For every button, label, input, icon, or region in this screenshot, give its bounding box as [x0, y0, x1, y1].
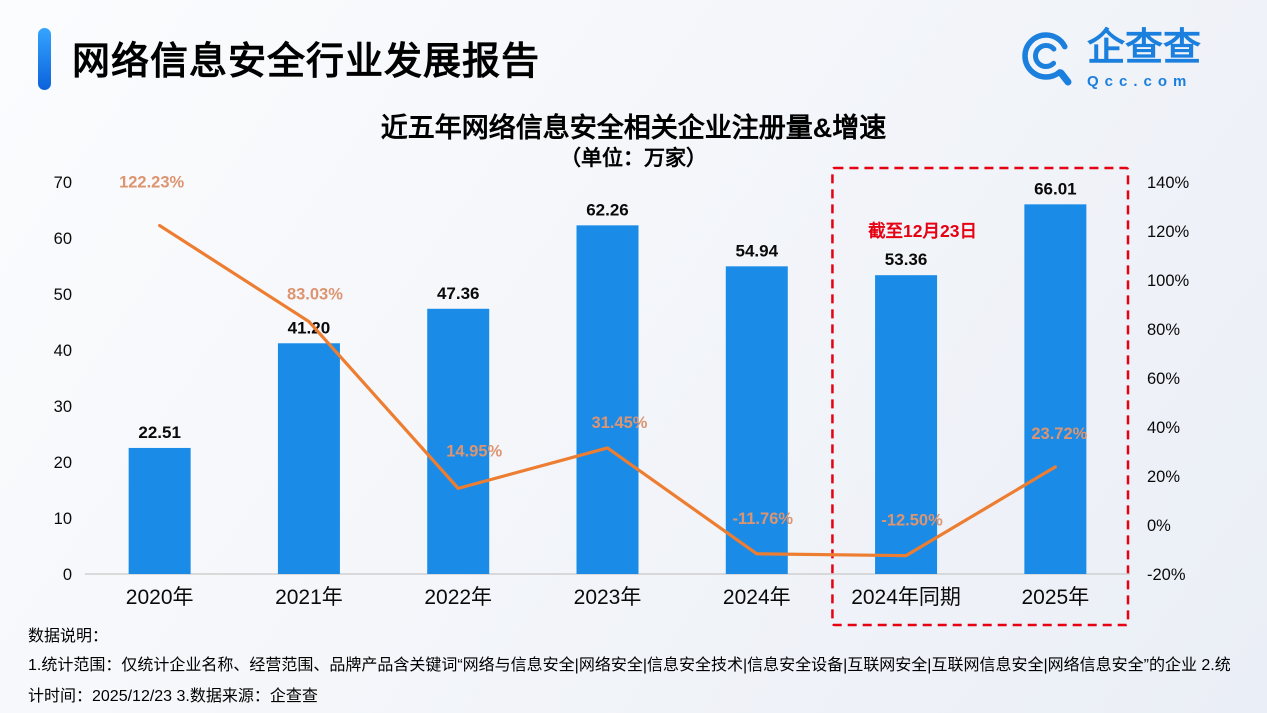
right-axis-tick: 60% — [1147, 370, 1180, 388]
bar-2025年 — [1024, 204, 1087, 574]
bar-line-chart: 截至12月23日 0 10 20 30 40 50 60 70 -20% 0% 20% 40% 60% 80… — [54, 166, 1190, 627]
growth-label: -12.50% — [881, 512, 943, 530]
right-axis-tick: 140% — [1147, 174, 1190, 192]
x-axis-label: 2023年 — [574, 586, 642, 609]
bar-2023年 — [576, 225, 639, 574]
growth-label: 14.95% — [446, 442, 502, 460]
growth-label: 31.45% — [592, 414, 648, 432]
bar-value-label: 54.94 — [736, 241, 779, 260]
logo-name: 企查查 — [1086, 27, 1201, 69]
bar-value-label: 47.36 — [437, 284, 480, 303]
logo-domain: Qcc.com — [1086, 72, 1193, 90]
page-title: 网络信息安全行业发展报告 — [72, 41, 541, 83]
right-axis-tick: 40% — [1147, 419, 1180, 437]
left-axis-tick: 0 — [63, 566, 72, 584]
x-axis-label: 2020年 — [126, 586, 194, 609]
qcc-logo: 企查查 Qcc.com — [1017, 27, 1201, 90]
right-axis-tick: 0% — [1147, 517, 1171, 535]
title-accent-bar — [38, 28, 51, 90]
left-axis-tick: 20 — [54, 454, 72, 472]
growth-label: 122.23% — [119, 174, 184, 192]
right-axis-tick: 100% — [1147, 272, 1190, 290]
bar-2024年 — [725, 266, 788, 574]
x-axis-label: 2024年同期 — [851, 586, 961, 609]
x-axis-label: 2025年 — [1021, 586, 1089, 609]
bar-value-label: 53.36 — [885, 250, 928, 269]
right-axis-tick: 80% — [1147, 321, 1180, 339]
qcc-logo-icon — [1022, 32, 1072, 86]
right-axis-tick: 120% — [1147, 223, 1190, 241]
x-axis-label: 2024年 — [723, 586, 791, 609]
bar-2020年 — [128, 447, 191, 574]
right-axis-tick: -20% — [1147, 566, 1186, 584]
chart-subtitle: （单位：万家） — [560, 147, 707, 170]
bar-2022年 — [427, 308, 490, 574]
bar-value-label: 66.01 — [1034, 179, 1077, 198]
growth-label: -11.76% — [733, 510, 794, 528]
logo-text: 企查查 Qcc.com — [1086, 27, 1201, 90]
left-axis-tick: 50 — [54, 286, 72, 304]
right-axis-tick: 20% — [1147, 468, 1180, 486]
annotation-date: 截至12月23日 — [868, 221, 977, 241]
left-axis-tick: 70 — [54, 174, 72, 192]
bar-value-label: 22.51 — [138, 423, 181, 442]
chart-title: 近五年网络信息安全相关企业注册量&增速 — [380, 113, 887, 143]
x-axis-label: 2022年 — [424, 586, 492, 609]
x-axis-label: 2021年 — [275, 586, 343, 609]
growth-label: 83.03% — [287, 286, 343, 304]
footnote-label: 数据说明： — [28, 628, 109, 645]
left-axis-tick: 40 — [54, 342, 72, 360]
footnote-text: 1.统计范围：仅统计企业名称、经营范围、品牌产品含关键词“网络与信息安全|网络安… — [28, 657, 1231, 705]
bar-2024年同期 — [875, 275, 938, 574]
left-axis-tick: 60 — [54, 230, 72, 248]
bar-2021年 — [277, 343, 340, 574]
growth-line — [158, 223, 1057, 558]
growth-label: 23.72% — [1031, 425, 1087, 443]
left-axis-tick: 10 — [54, 510, 72, 528]
bar-value-label: 62.26 — [586, 200, 629, 219]
left-axis-tick: 30 — [54, 398, 72, 416]
